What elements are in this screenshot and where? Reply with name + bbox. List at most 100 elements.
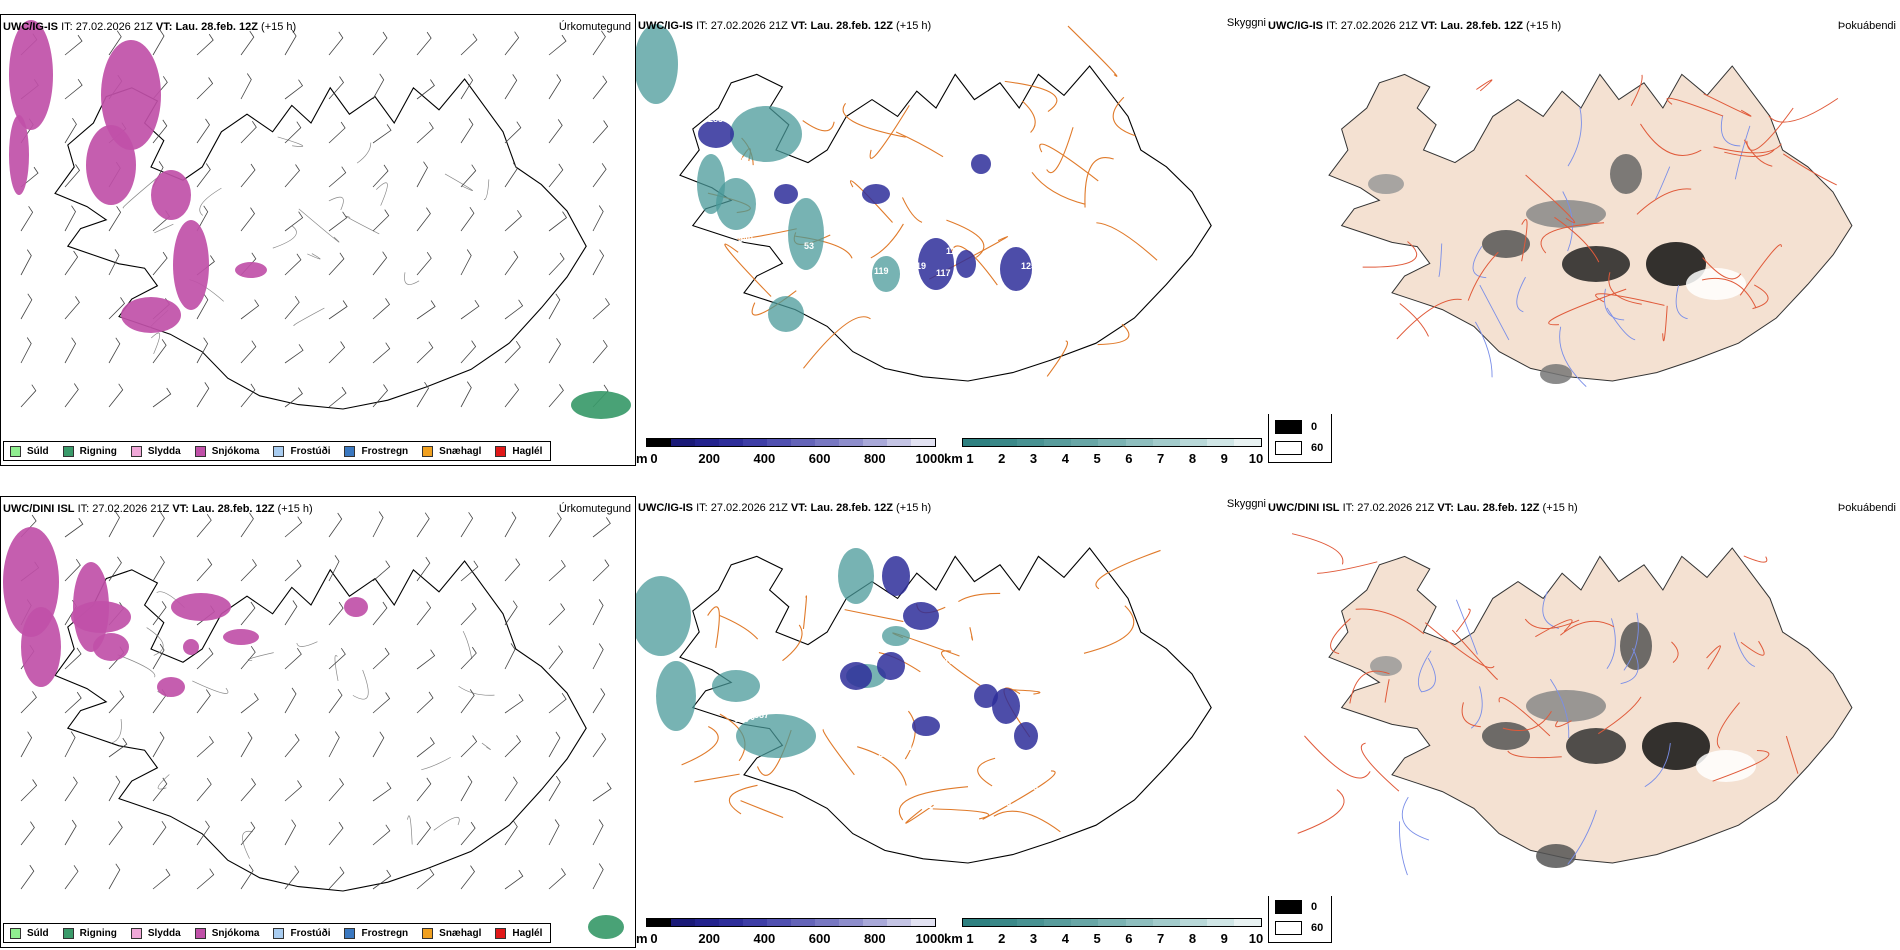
wind-barbs	[20, 511, 612, 890]
inland-line	[122, 178, 157, 209]
road	[1739, 244, 1782, 296]
legend-label: Snjókoma	[211, 445, 260, 457]
road	[1555, 720, 1572, 728]
road	[802, 120, 835, 132]
road	[1304, 735, 1371, 779]
colorbar-segment	[767, 439, 791, 446]
road	[1640, 123, 1702, 157]
legend-label: Frostregn	[361, 445, 409, 457]
wind-barb	[240, 383, 256, 408]
cloud-base-label: 15	[954, 184, 964, 194]
wind-barb	[196, 558, 213, 582]
road	[1297, 789, 1345, 834]
lead-time: (+15 h)	[896, 502, 932, 514]
cloud-base-colorbar: m 0 200 400 600 800 1000	[636, 438, 944, 466]
legend-swatch	[273, 927, 285, 939]
sun-legend-light-swatch	[1275, 441, 1302, 455]
wind-barb	[240, 512, 254, 538]
colorbar-tick: 200	[698, 451, 721, 466]
colorbar-segment	[963, 439, 991, 446]
wind-barb	[460, 299, 480, 320]
wind-barb	[240, 163, 256, 188]
river	[1421, 657, 1436, 693]
inland-line	[293, 307, 325, 326]
wind-barb	[108, 337, 121, 364]
precip-type-panel-ig: UWC/IG-IS IT: 27.02.2026 21Z VT: Lau. 28…	[0, 14, 636, 466]
colorbar-tick: 0	[650, 931, 658, 946]
cloud-base-label: 283	[708, 114, 723, 124]
wind-barb	[152, 731, 165, 758]
visibility-colorbar: km 1 2 3 4 5 6 7 8 9 10	[944, 438, 1263, 466]
cloud-area	[656, 661, 696, 731]
precip-area	[71, 601, 131, 633]
wind-barb	[108, 821, 123, 846]
wind-barb	[460, 689, 475, 714]
legend-item: Súld	[10, 445, 49, 457]
road	[1703, 93, 1752, 117]
road	[1716, 702, 1740, 749]
road	[1083, 605, 1135, 654]
wind-barb	[240, 821, 256, 846]
road	[904, 710, 916, 760]
inland-line	[462, 630, 473, 660]
lead-time: (+15 h)	[261, 21, 297, 33]
colorbar-segment	[911, 439, 935, 446]
colorbar-tick: 800	[863, 451, 886, 466]
cloud-areas	[636, 24, 1032, 332]
wind-barb	[460, 821, 476, 846]
road	[1317, 561, 1378, 574]
cloud-base-labels: 283 284 540 15 19 119 117 115 125 27 20 127 53	[708, 114, 1036, 306]
legend-label: Haglél	[512, 445, 543, 457]
wind-barb	[416, 512, 430, 538]
cloud-cover-patch	[1610, 154, 1642, 194]
road	[1396, 298, 1462, 340]
cloud-area	[730, 106, 802, 162]
init-time: 27.02.2026 21Z	[710, 502, 788, 514]
wind-barb	[592, 782, 612, 802]
cloud-base-label: 279	[788, 606, 803, 616]
road	[950, 245, 998, 286]
colorbar-tick: 2	[998, 451, 1006, 466]
cloud-cover-patch	[1686, 268, 1746, 300]
wind-barb	[328, 166, 347, 188]
inland-line	[242, 830, 253, 859]
cloud-base-label: 18	[1028, 782, 1038, 792]
wind-barb	[284, 29, 297, 56]
wind-barb	[416, 381, 429, 408]
river	[1567, 809, 1597, 865]
wind-barb	[504, 600, 518, 626]
panel-title: Úrkomutegund	[558, 503, 631, 515]
lead-time: (+15 h)	[896, 20, 932, 32]
valid-time: Lau. 28.feb. 12Z	[1456, 502, 1540, 514]
panel-title: Skyggni	[1226, 17, 1266, 29]
wind-barb	[548, 603, 566, 626]
inland-line	[157, 774, 170, 790]
inland-line	[277, 136, 304, 147]
colorbar-unit: km	[944, 931, 963, 946]
wind-barb	[328, 341, 346, 364]
precip-area	[101, 40, 161, 150]
wind-barb	[548, 119, 563, 144]
colorbar-segment	[990, 919, 1018, 926]
colorbar-tick: 6	[1125, 931, 1133, 946]
colorbar-segment	[1071, 919, 1099, 926]
legend-swatch	[273, 445, 285, 457]
inland-line	[117, 654, 156, 678]
wind-barb	[504, 340, 521, 364]
road	[1768, 97, 1839, 123]
wind-barb	[416, 79, 435, 100]
inland-line	[328, 196, 344, 211]
cloud-area	[636, 576, 691, 656]
sun-legend-light-swatch	[1275, 921, 1302, 935]
river	[1644, 742, 1671, 788]
wind-barb	[592, 517, 611, 538]
legend-item: Frostúði	[273, 927, 330, 939]
colorbar-segment	[767, 919, 791, 926]
road	[1702, 257, 1742, 280]
cloud-base-area	[974, 684, 998, 708]
wind-barb	[196, 337, 209, 364]
wind-barb	[592, 599, 604, 626]
road	[1785, 735, 1799, 774]
init-time: 27.02.2026 21Z	[1357, 502, 1435, 514]
road	[1507, 750, 1562, 759]
